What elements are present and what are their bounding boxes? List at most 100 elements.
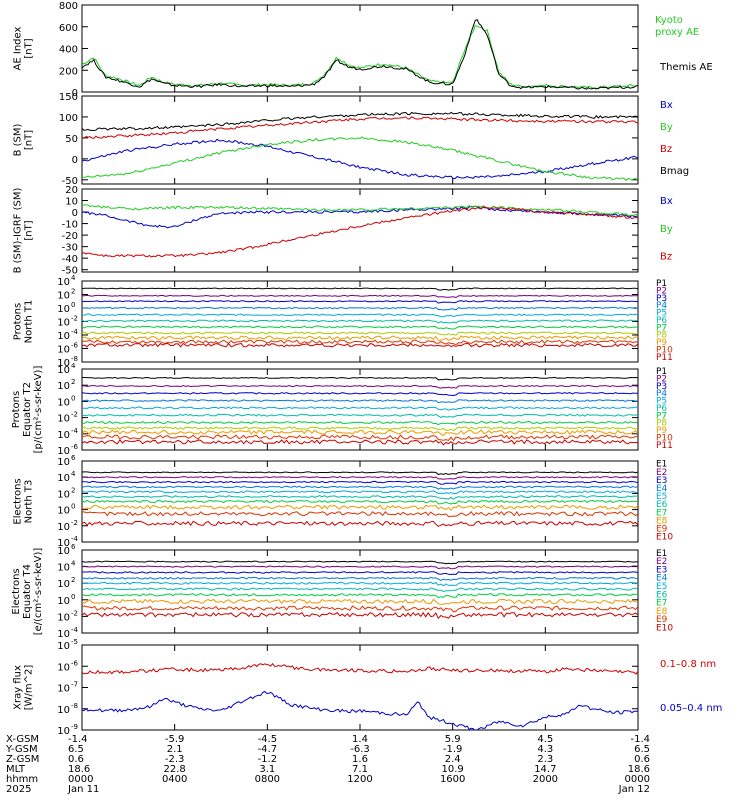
y-tick-exponent: 0	[71, 503, 75, 511]
y-tick-label: -30	[62, 243, 78, 254]
series-line	[82, 576, 638, 581]
ephemeris-value: 4.3	[537, 744, 553, 755]
legend-entry: P6	[656, 404, 667, 414]
series-line	[82, 116, 638, 139]
y-axis-label: B (SM)-IGRF (SM)	[13, 188, 24, 274]
series-line	[82, 313, 638, 318]
legend-entry: 0.05–0.4 nm	[660, 703, 722, 714]
series-line	[82, 339, 638, 346]
y-axis-label: [p/(cm²-s-sr-keV)]	[33, 366, 44, 454]
y-axis-label: North T3	[24, 480, 35, 524]
series-line	[82, 319, 638, 324]
ephemeris-value: 0.6	[634, 754, 650, 765]
legend-entry: Bmag	[660, 166, 689, 177]
ephemeris-value: 3.1	[259, 764, 275, 775]
series-line	[82, 420, 638, 426]
legend-entry: E6	[656, 590, 668, 600]
ephemeris-row-label: Z-GSM	[6, 754, 39, 765]
y-tick-exponent: -8	[71, 355, 78, 363]
legend-entry: E10	[656, 624, 673, 634]
series-line	[82, 571, 638, 576]
legend-entry: E4	[656, 484, 668, 494]
legend-entry: P10	[656, 345, 673, 355]
y-tick-exponent: -9	[71, 723, 78, 731]
ephemeris-value: 18.6	[68, 764, 90, 775]
series-line	[82, 384, 638, 389]
legend-entry: P6	[656, 316, 667, 326]
y-tick-label: 10	[57, 446, 70, 457]
series-line	[82, 413, 638, 419]
y-tick-exponent: -4	[71, 626, 79, 634]
legend-entry: E8	[656, 607, 668, 617]
legend-entry: E2	[656, 468, 667, 478]
series-line	[82, 605, 638, 613]
y-tick-exponent: -2	[71, 411, 78, 419]
y-tick-label: 10	[57, 277, 70, 288]
legend-entry: P2	[656, 287, 667, 297]
ephemeris-value: 10.9	[442, 764, 464, 775]
series-line	[82, 429, 638, 437]
legend-entry: Bz	[660, 252, 672, 263]
series-line	[82, 504, 638, 511]
y-tick-label: 20	[65, 185, 78, 196]
ephemeris-value: 2000	[533, 774, 558, 785]
series-line	[82, 560, 638, 565]
y-tick-label: 10	[57, 430, 70, 441]
legend-entry: E3	[656, 565, 667, 575]
y-tick-label: 10	[57, 304, 70, 315]
y-tick-label: -50	[62, 176, 78, 187]
panel-2: -50 0 50 100 150 B (SM) [nT] Bx By Bz Bmag	[13, 92, 690, 187]
panel-frame	[81, 280, 639, 363]
legend-entry: E7	[656, 508, 667, 518]
ephemeris-row-label: MLT	[6, 764, 26, 775]
y-tick-label: 10	[57, 318, 70, 329]
legend-entry: P1	[656, 367, 667, 377]
y-tick-exponent: -2	[71, 315, 78, 323]
y-tick-exponent: 4	[71, 560, 76, 568]
y-axis-label: [nT]	[24, 130, 35, 150]
y-axis-label: [e/(cm²-s-sr-keV)]	[33, 548, 44, 636]
legend-entry: Bz	[660, 144, 672, 155]
y-tick-label: 10	[57, 579, 70, 590]
y-tick-exponent: -4	[71, 328, 79, 336]
y-tick-exponent: -6	[71, 659, 79, 667]
series-line	[82, 204, 638, 217]
y-tick-label: 200	[59, 66, 78, 77]
legend-entry: proxy AE	[655, 27, 699, 38]
y-tick-label: 10	[57, 489, 70, 500]
y-tick-label: 10	[57, 563, 70, 574]
y-tick-label: 0	[72, 155, 78, 166]
y-tick-exponent: 4	[71, 470, 76, 478]
legend-entry: E9	[656, 524, 668, 534]
panel-frame	[81, 4, 639, 93]
series-line	[82, 598, 638, 605]
y-axis-label: B (SM)	[13, 123, 24, 156]
legend-entry: By	[660, 122, 673, 133]
legend-entry: E5	[656, 492, 667, 502]
ephemeris-value: -5.9	[165, 734, 185, 745]
y-tick-label: 10	[57, 726, 70, 737]
ephemeris-value: 0400	[162, 774, 187, 785]
ephemeris-value: -1.2	[258, 754, 278, 765]
ephemeris-value: -6.3	[350, 744, 370, 755]
y-tick-label: 10	[57, 522, 70, 533]
y-tick-label: -20	[62, 231, 78, 242]
legend-entry: P11	[656, 353, 673, 363]
plot-area	[82, 111, 638, 182]
series-line	[82, 490, 638, 495]
legend-entry: P7	[656, 323, 667, 333]
plot-area	[82, 560, 638, 620]
y-tick-exponent: 6	[71, 543, 76, 551]
y-tick-exponent: 2	[71, 576, 75, 584]
y-tick-label: 10	[57, 473, 70, 484]
legend-entry: P7	[656, 411, 667, 421]
ephemeris-value: 0.6	[68, 754, 84, 765]
legend-entry: E9	[656, 615, 668, 625]
y-axis-label: Electrons	[11, 568, 22, 614]
legend-entry: P5	[656, 397, 667, 407]
y-tick-label: 10	[57, 331, 70, 342]
legend-entry: P8	[656, 419, 667, 429]
